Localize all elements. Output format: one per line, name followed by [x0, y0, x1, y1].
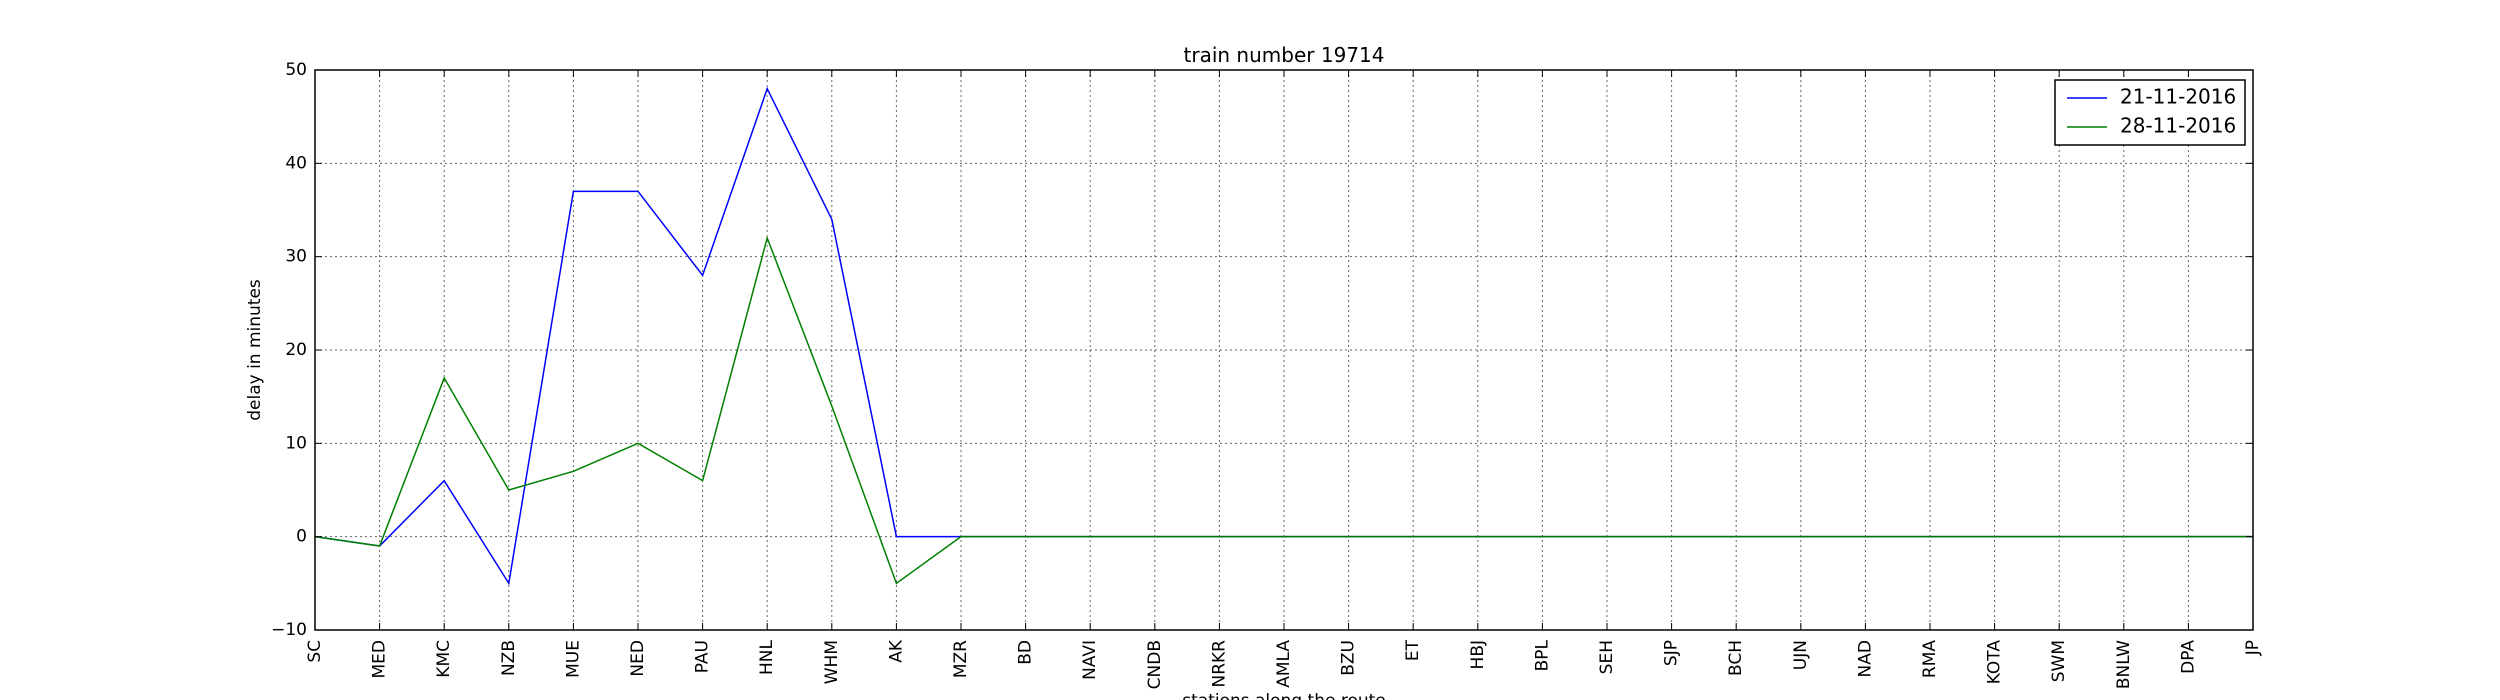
- series-layer: [314, 86, 2253, 586]
- x-tick-label: BCH: [1726, 640, 1746, 676]
- x-tick-label: BZU: [1339, 640, 1359, 676]
- x-tick-label: CNDB: [1145, 640, 1165, 689]
- y-tick-label: 20: [285, 340, 307, 360]
- legend: 21-11-2016 28-11-2016: [2054, 79, 2246, 146]
- y-tick-label: −10: [271, 620, 307, 640]
- series-line-2: [314, 235, 2253, 585]
- legend-label: 28-11-2016: [2120, 114, 2236, 138]
- x-tick-label: NZB: [499, 640, 519, 676]
- x-tick-label: BPL: [1532, 639, 1552, 671]
- x-tick-label: UJN: [1791, 640, 1811, 670]
- x-tick-label: KMC: [434, 640, 454, 678]
- y-tick-label: 40: [285, 153, 307, 173]
- y-tick-label: 10: [285, 433, 307, 453]
- x-tick-label: SEH: [1597, 640, 1617, 674]
- x-tick-label: NAVI: [1080, 640, 1100, 680]
- x-tick-label: BNLW: [2114, 640, 2134, 689]
- legend-label: 21-11-2016: [2120, 85, 2236, 109]
- grid-layer: [314, 69, 2254, 631]
- x-tick-label: JP: [2243, 640, 2263, 656]
- x-tick-label: MUE: [563, 640, 583, 678]
- x-tick-label: DPA: [2178, 640, 2198, 674]
- x-tick-label: SC: [305, 640, 325, 663]
- y-tick-label: 50: [285, 60, 307, 80]
- x-tick-label: HBJ: [1468, 640, 1488, 669]
- x-tick-label: PAU: [693, 640, 713, 673]
- x-tick-label: WHM: [822, 640, 842, 684]
- x-tick-label: MED: [370, 640, 390, 679]
- x-tick-label: MZR: [951, 640, 971, 678]
- x-tick-label: AK: [886, 639, 906, 663]
- chart-title: train number 19714: [1184, 43, 1385, 67]
- x-tick-label: RMA: [1920, 640, 1940, 678]
- x-tick-label: SWM: [2049, 640, 2069, 682]
- y-axis-title: delay in minutes: [245, 279, 265, 421]
- x-tick-label: HNL: [757, 639, 777, 675]
- x-tick-label: NED: [628, 640, 648, 677]
- x-tick-label: BD: [1016, 640, 1036, 665]
- x-axis-title: stations along the route: [1182, 691, 1386, 700]
- x-tick-label: ET: [1403, 639, 1423, 661]
- x-tick-label: KOTA: [1985, 640, 2005, 685]
- y-tick-label: 30: [285, 247, 307, 267]
- tick-layer: SC MED KMC NZB MUE NED PAU HNL WHM AK MZR BD NAVI CND…: [271, 60, 2263, 689]
- y-tick-label: 0: [296, 527, 307, 547]
- x-tick-label: AMLA: [1274, 640, 1294, 688]
- x-tick-label: NAD: [1855, 640, 1875, 677]
- x-tick-label: SJP: [1662, 640, 1682, 666]
- legend-box: [2054, 79, 2246, 146]
- x-tick-label: NRKR: [1209, 640, 1229, 688]
